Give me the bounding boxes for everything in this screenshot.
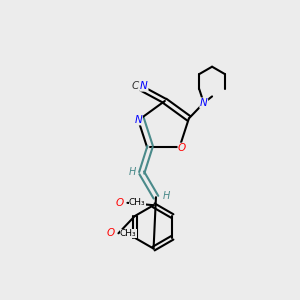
Text: N: N	[135, 115, 142, 125]
Text: CH₃: CH₃	[120, 229, 136, 238]
Text: C: C	[131, 81, 139, 91]
Text: N: N	[200, 98, 208, 108]
Text: CH₃: CH₃	[129, 198, 146, 207]
Text: O: O	[178, 143, 186, 153]
Text: O: O	[116, 198, 124, 208]
Text: O: O	[107, 228, 115, 238]
Text: N: N	[140, 81, 148, 91]
Text: H: H	[162, 191, 170, 201]
Text: H: H	[128, 167, 136, 177]
